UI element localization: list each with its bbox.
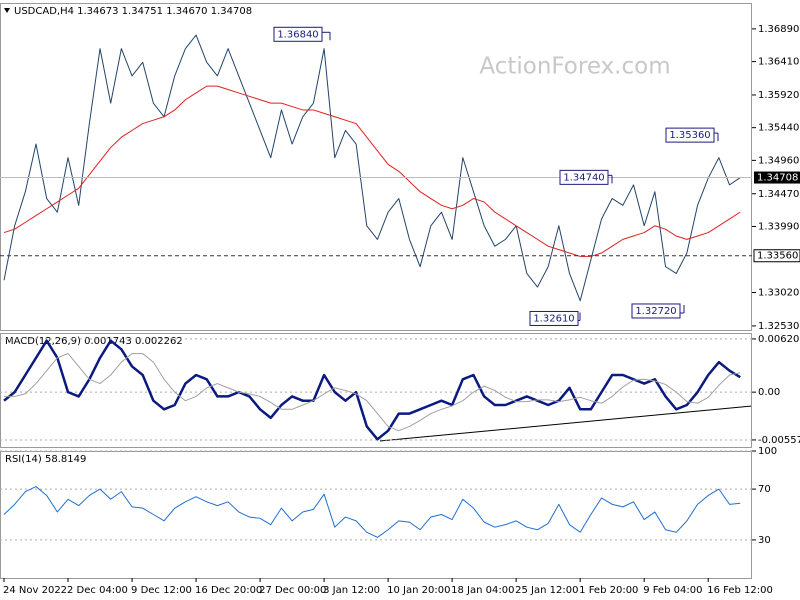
y-tick-label: 0.006208 — [758, 334, 800, 345]
annotation-box — [559, 169, 609, 185]
symbol-icon — [4, 8, 10, 13]
panel-frame — [0, 3, 752, 331]
y-tick-label: 1.34470 — [758, 189, 799, 200]
y-tick-label: 1.35920 — [758, 90, 799, 101]
y-tick-label: 1.36410 — [758, 57, 799, 68]
y-tick-label: 1.33990 — [758, 221, 799, 232]
current-price-box — [754, 171, 800, 184]
panel-title: USDCAD,H4 1.34673 1.34751 1.34670 1.3470… — [14, 6, 252, 17]
y-tick-label: 1.32530 — [758, 321, 799, 332]
series-line — [3, 34, 741, 302]
x-tick-label: 1 Feb 20:00 — [579, 585, 638, 596]
x-tick-label: 2 Dec 04:00 — [67, 585, 128, 596]
x-tick-label: 18 Jan 04:00 — [451, 585, 514, 596]
y-tick-label: 30 — [758, 535, 771, 546]
current-price-label: 1.34708 — [757, 173, 798, 184]
x-tick-label: 3 Jan 12:00 — [323, 585, 380, 596]
y-tick-label: 1.36890 — [758, 24, 799, 35]
x-tick-label: 25 Jan 12:00 — [515, 585, 578, 596]
panel-frame — [0, 333, 752, 448]
y-tick-label: 1.33020 — [758, 288, 799, 299]
y-tick-label: 100 — [758, 446, 777, 457]
annotation-box — [529, 310, 579, 326]
y-tick-label: 0.00 — [758, 387, 780, 398]
x-tick-label: 27 Dec 00:00 — [259, 585, 326, 596]
annotation-box — [665, 127, 715, 143]
y-tick-label: 1.34960 — [758, 155, 799, 166]
y-tick-label: 1.35440 — [758, 123, 799, 134]
x-tick-label: 9 Feb 04:00 — [643, 585, 702, 596]
series-line — [3, 85, 741, 257]
series-line — [4, 353, 741, 432]
x-tick-label: 24 Nov 2022 — [3, 585, 67, 596]
y-tick-label: 70 — [758, 484, 771, 495]
x-tick-label: 16 Dec 20:00 — [195, 585, 262, 596]
annotation-label: 1.35360 — [669, 130, 710, 141]
watermark: ActionForex.com — [479, 54, 670, 80]
annotation-label: 1.32720 — [635, 306, 676, 317]
annotation-label: 1.34740 — [563, 172, 604, 183]
level-box — [753, 249, 800, 263]
series-line — [3, 486, 741, 538]
level-label: 1.33560 — [757, 251, 798, 262]
annotation-box — [273, 26, 323, 42]
x-tick-label: 16 Feb 12:00 — [707, 585, 773, 596]
x-tick-label: 10 Jan 20:00 — [387, 585, 450, 596]
y-tick-label: -0.005577 — [758, 435, 800, 446]
annotation-label: 1.32610 — [533, 313, 574, 324]
annotation-box — [631, 303, 681, 319]
x-tick-label: 9 Dec 12:00 — [131, 585, 192, 596]
panel-title: MACD(12,26,9) 0.001743 0.002262 — [5, 336, 183, 347]
annotation-label: 1.36840 — [277, 29, 318, 40]
trend-line — [379, 405, 753, 442]
panel-title: RSI(14) 58.8149 — [5, 454, 86, 465]
